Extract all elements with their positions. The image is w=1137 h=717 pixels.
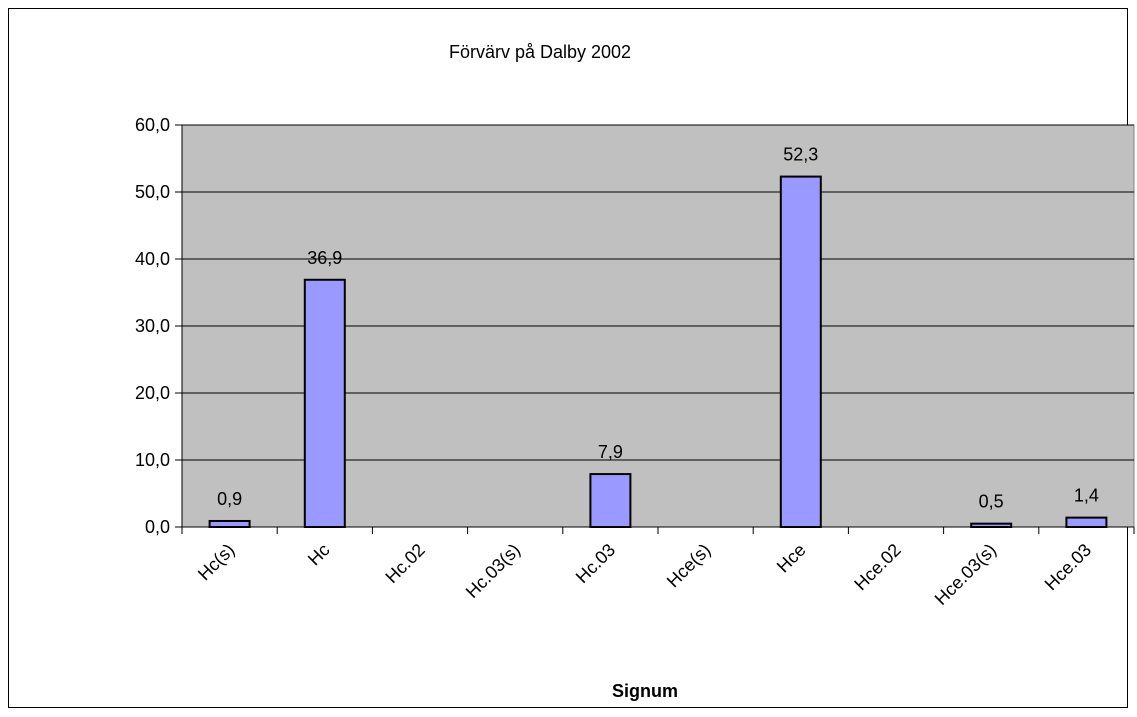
bar <box>303 278 346 528</box>
y-tick-label: 50,0 <box>135 182 170 202</box>
x-tick-label: Hce.03 <box>1041 540 1095 594</box>
x-axis: Hc(s) Hc Hc.02 Hc.03(s) Hc.03 Hce(s) Hce Hce.02… <box>181 526 1135 609</box>
bar <box>970 522 1013 529</box>
data-label: 1,4 <box>1074 486 1099 506</box>
x-tick-label: Hc.03 <box>572 540 619 587</box>
data-label: 7,9 <box>598 442 623 462</box>
data-label: 0,9 <box>217 489 242 509</box>
bar <box>208 519 251 528</box>
data-label: 52,3 <box>783 145 818 165</box>
y-tick-label: 60,0 <box>135 115 170 135</box>
x-tick-label: Hc(s) <box>194 540 239 585</box>
bar <box>589 473 632 529</box>
bars <box>208 175 1108 529</box>
x-axis-title: Signum <box>612 681 678 701</box>
x-tick-label: Hc.03(s) <box>462 540 524 602</box>
x-tick-label: Hc.02 <box>381 540 428 587</box>
x-tick-label: Hc <box>304 540 334 570</box>
x-tick-label: Hce(s) <box>663 540 715 592</box>
bar <box>779 175 822 528</box>
y-tick-label: 0,0 <box>145 517 170 537</box>
x-tick-label: Hce.02 <box>850 540 904 594</box>
bar <box>1065 516 1108 528</box>
chart-title: Förvärv på Dalby 2002 <box>449 42 631 62</box>
y-tick-label: 10,0 <box>135 450 170 470</box>
y-tick-label: 20,0 <box>135 383 170 403</box>
x-tick-label: Hce.03(s) <box>931 540 1000 609</box>
y-tick-label: 30,0 <box>135 316 170 336</box>
y-axis: 0,0 10,0 20,0 30,0 40,0 50,0 60,0 <box>135 115 183 537</box>
y-tick-label: 40,0 <box>135 249 170 269</box>
data-label: 36,9 <box>307 248 342 268</box>
x-tick-label: Hce <box>773 540 810 577</box>
data-labels: 0,9 36,9 7,9 52,3 0,5 1,4 <box>217 145 1099 512</box>
data-label: 0,5 <box>979 492 1004 512</box>
